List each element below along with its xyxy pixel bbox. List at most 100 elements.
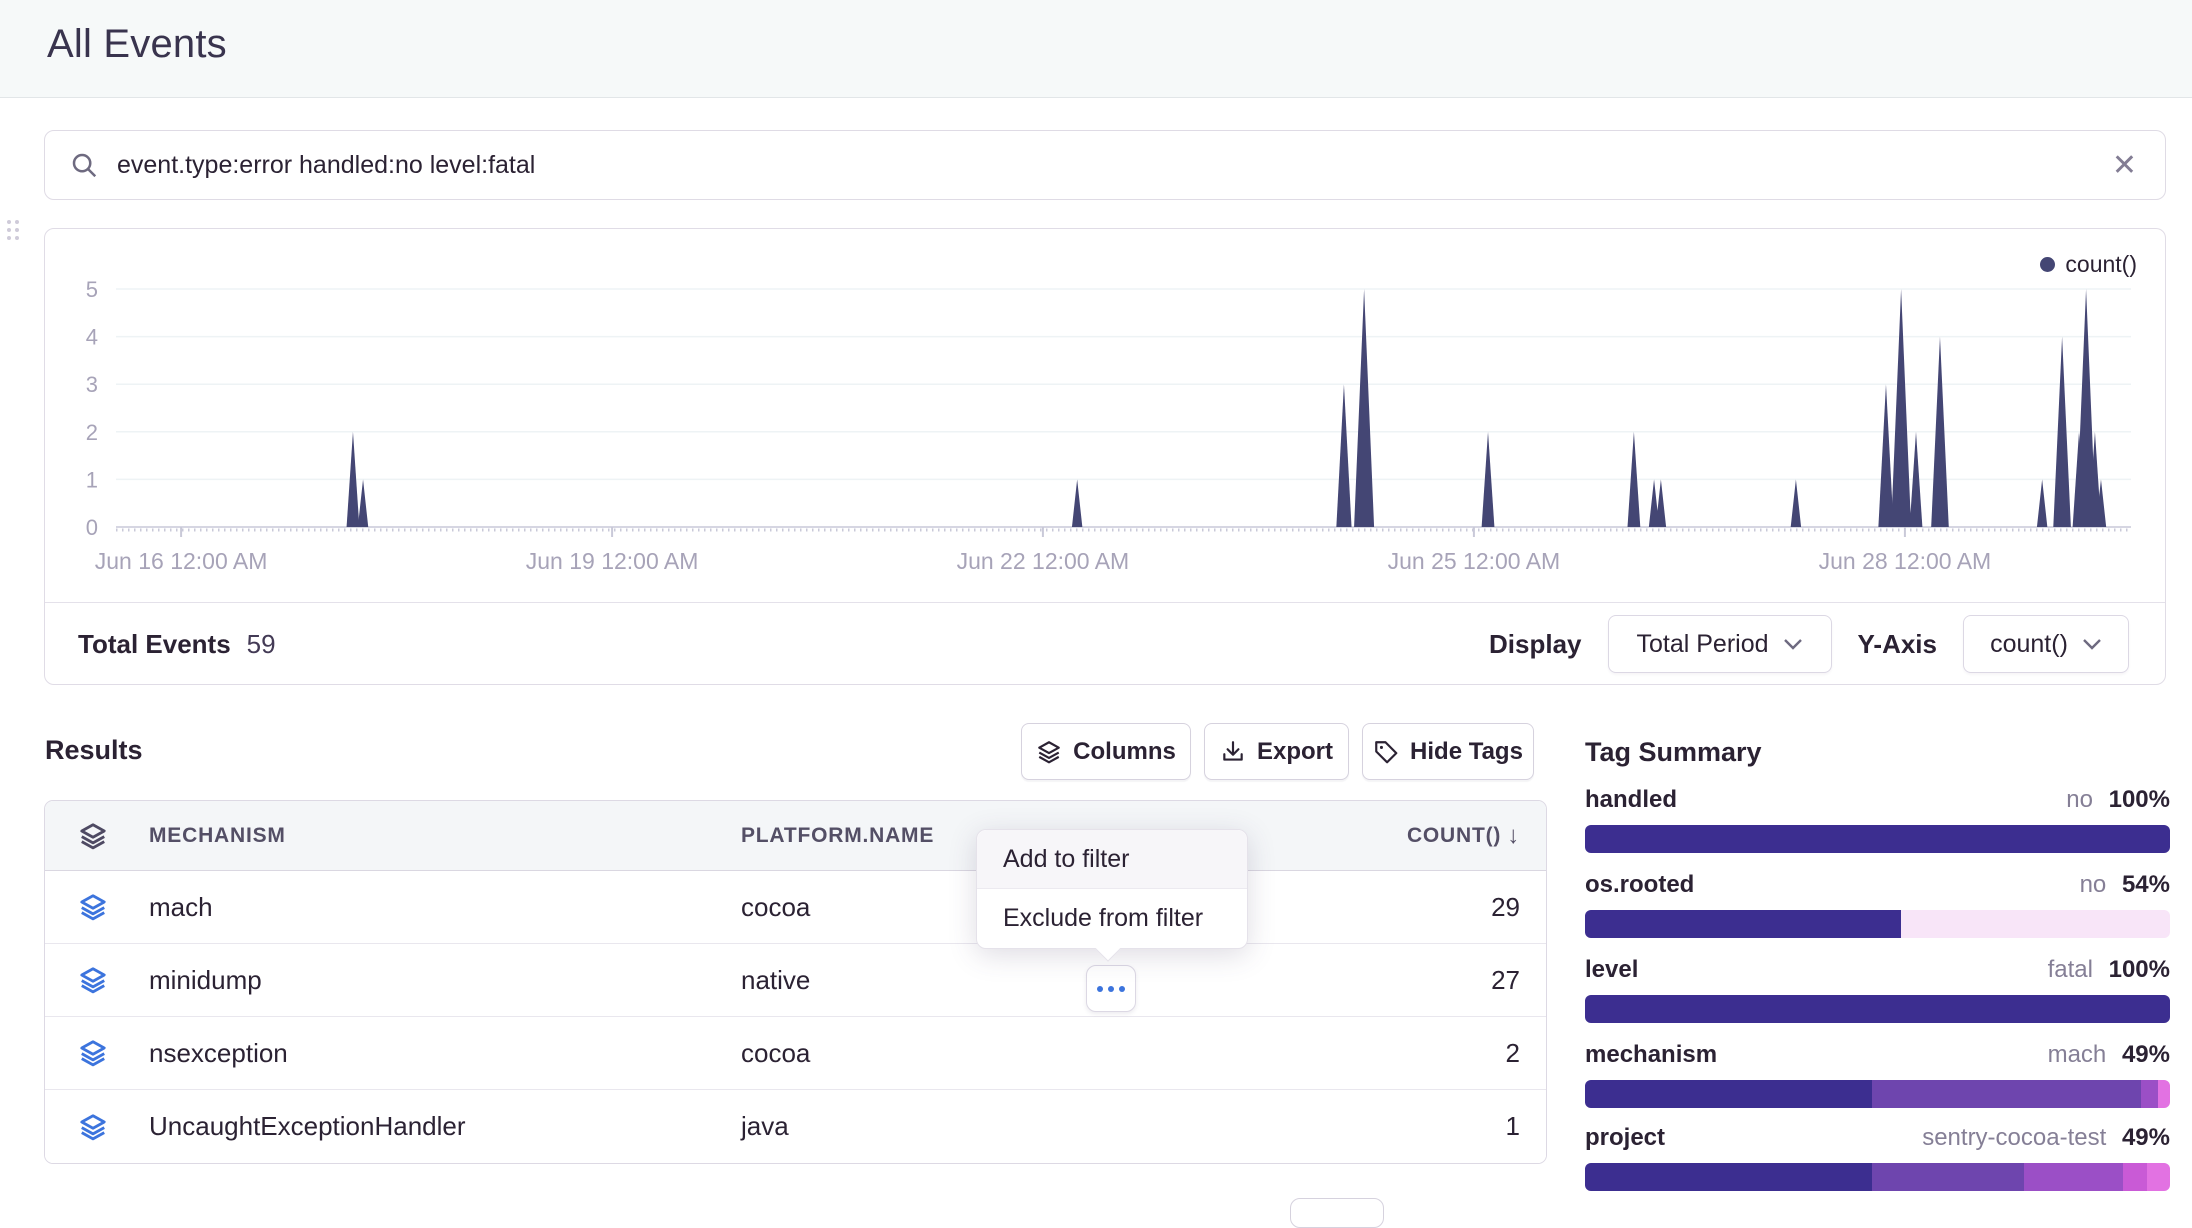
export-button-label: Export [1257, 738, 1333, 766]
tag-name: os.rooted [1585, 871, 1694, 899]
tag-name: mechanism [1585, 1041, 1717, 1069]
tag-top-value: no [2080, 871, 2107, 898]
results-heading: Results [45, 735, 143, 766]
svg-text:4: 4 [86, 325, 98, 350]
tag-bar-segment[interactable] [2123, 1163, 2146, 1191]
cell-actions-ellipsis-button[interactable] [1086, 965, 1136, 1012]
tag-percentage: 49% [2122, 1041, 2170, 1068]
menu-item-add-to-filter[interactable]: Add to filter [977, 830, 1247, 889]
tag-distribution-bar[interactable] [1585, 995, 2170, 1023]
tag-row-level: level fatal 100% [1585, 956, 2170, 1023]
layers-icon[interactable] [78, 1038, 108, 1068]
tag-bar-segment[interactable] [1872, 1163, 2024, 1191]
yaxis-select[interactable]: count() [1963, 615, 2129, 673]
hide-tags-button-label: Hide Tags [1410, 738, 1523, 766]
layers-icon[interactable] [78, 1112, 108, 1142]
tag-row-os-rooted: os.rooted no 54% [1585, 871, 2170, 938]
layers-icon[interactable] [78, 965, 108, 995]
columns-button[interactable]: Columns [1021, 723, 1191, 780]
search-input[interactable]: event.type:error handled:no level:fatal … [44, 130, 2166, 200]
yaxis-select-value: count() [1990, 630, 2068, 659]
tag-percentage: 100% [2109, 956, 2170, 983]
tag-top-value: no [2066, 786, 2093, 813]
tag-name: project [1585, 1124, 1665, 1152]
legend-label: count() [2065, 251, 2137, 278]
column-header-count[interactable]: COUNT() ↓ [1407, 822, 1520, 850]
events-chart-panel: 012345Jun 16 12:00 AMJun 19 12:00 AMJun … [44, 228, 2166, 685]
layers-icon [1036, 739, 1062, 765]
clear-search-icon[interactable]: ✕ [2108, 148, 2141, 183]
page-title: All Events [47, 22, 227, 67]
cell-mechanism[interactable]: minidump [149, 965, 262, 996]
layers-icon[interactable] [78, 892, 108, 922]
layers-icon [78, 821, 108, 851]
table-row: minidump native 27 [45, 944, 1546, 1017]
panel-drag-handle-icon[interactable] [7, 220, 21, 244]
cell-actions-menu: Add to filter Exclude from filter [976, 829, 1248, 949]
events-spike-chart: 012345Jun 16 12:00 AMJun 19 12:00 AMJun … [45, 229, 2165, 601]
tag-bar-segment[interactable] [2158, 1080, 2170, 1108]
columns-button-label: Columns [1073, 738, 1176, 766]
tag-row-mechanism: mechanism mach 49% [1585, 1041, 2170, 1108]
menu-item-exclude-from-filter[interactable]: Exclude from filter [977, 889, 1247, 948]
cell-platform[interactable]: cocoa [741, 892, 810, 923]
svg-text:2: 2 [86, 420, 98, 445]
tag-distribution-bar[interactable] [1585, 825, 2170, 853]
svg-text:Jun 28 12:00 AM: Jun 28 12:00 AM [1819, 548, 1992, 574]
cell-count[interactable]: 2 [1506, 1038, 1520, 1069]
cell-mechanism[interactable]: UncaughtExceptionHandler [149, 1111, 466, 1142]
cell-platform[interactable]: java [741, 1111, 789, 1142]
tag-distribution-bar[interactable] [1585, 1080, 2170, 1108]
tag-top-value: sentry-cocoa-test [1922, 1124, 2106, 1151]
cell-count[interactable]: 1 [1506, 1111, 1520, 1142]
table-header-row: MECHANISM PLATFORM.NAME COUNT() ↓ [45, 801, 1546, 871]
tag-bar-segment[interactable] [2141, 1080, 2159, 1108]
svg-text:0: 0 [86, 515, 98, 540]
svg-text:1: 1 [86, 467, 98, 492]
chart-footer: Total Events 59 Display Total Period Y-A… [45, 602, 2165, 685]
column-header-mechanism[interactable]: MECHANISM [149, 824, 286, 848]
column-header-platform-name[interactable]: PLATFORM.NAME [741, 824, 934, 848]
search-icon [69, 150, 99, 180]
export-button[interactable]: Export [1204, 723, 1349, 780]
chart-legend[interactable]: count() [2040, 251, 2137, 278]
svg-text:Jun 25 12:00 AM: Jun 25 12:00 AM [1388, 548, 1561, 574]
svg-text:5: 5 [86, 277, 98, 302]
tag-top-value: fatal [2048, 956, 2093, 983]
hide-tags-button[interactable]: Hide Tags [1362, 723, 1534, 780]
tag-bar-segment[interactable] [2024, 1163, 2123, 1191]
tag-bar-segment[interactable] [1585, 1163, 1872, 1191]
table-actions: Columns Export Hide Tags [1021, 723, 1534, 780]
pagination-button[interactable] [1290, 1198, 1384, 1228]
display-label: Display [1489, 629, 1582, 660]
cell-count[interactable]: 29 [1491, 892, 1520, 923]
tag-distribution-bar[interactable] [1585, 910, 2170, 938]
yaxis-label: Y-Axis [1858, 629, 1938, 660]
display-select-value: Total Period [1636, 630, 1768, 659]
tag-bar-segment[interactable] [2147, 1163, 2170, 1191]
tag-distribution-bar[interactable] [1585, 1163, 2170, 1191]
svg-text:Jun 22 12:00 AM: Jun 22 12:00 AM [957, 548, 1130, 574]
results-table: MECHANISM PLATFORM.NAME COUNT() ↓ mach c… [44, 800, 1547, 1164]
table-row: UncaughtExceptionHandler java 1 [45, 1090, 1546, 1163]
tag-bar-segment[interactable] [1585, 910, 1901, 938]
cell-platform[interactable]: native [741, 965, 810, 996]
cell-platform[interactable]: cocoa [741, 1038, 810, 1069]
cell-count[interactable]: 27 [1491, 965, 1520, 996]
page-header: All Events [0, 0, 2192, 98]
tag-bar-segment[interactable] [1585, 825, 2170, 853]
svg-text:Jun 16 12:00 AM: Jun 16 12:00 AM [95, 548, 268, 574]
cell-mechanism[interactable]: nsexception [149, 1038, 288, 1069]
tag-bar-segment[interactable] [1585, 1080, 1872, 1108]
search-query[interactable]: event.type:error handled:no level:fatal [117, 151, 2108, 180]
tag-row-handled: handled no 100% [1585, 786, 2170, 853]
table-row: mach cocoa 29 [45, 871, 1546, 944]
cell-mechanism[interactable]: mach [149, 892, 213, 923]
tag-row-project: project sentry-cocoa-test 49% [1585, 1124, 2170, 1191]
download-icon [1220, 739, 1246, 765]
display-select[interactable]: Total Period [1608, 615, 1832, 673]
total-events-label: Total Events [78, 629, 231, 660]
tag-bar-segment[interactable] [1585, 995, 2170, 1023]
table-row: nsexception cocoa 2 [45, 1017, 1546, 1090]
tag-bar-segment[interactable] [1872, 1080, 2141, 1108]
